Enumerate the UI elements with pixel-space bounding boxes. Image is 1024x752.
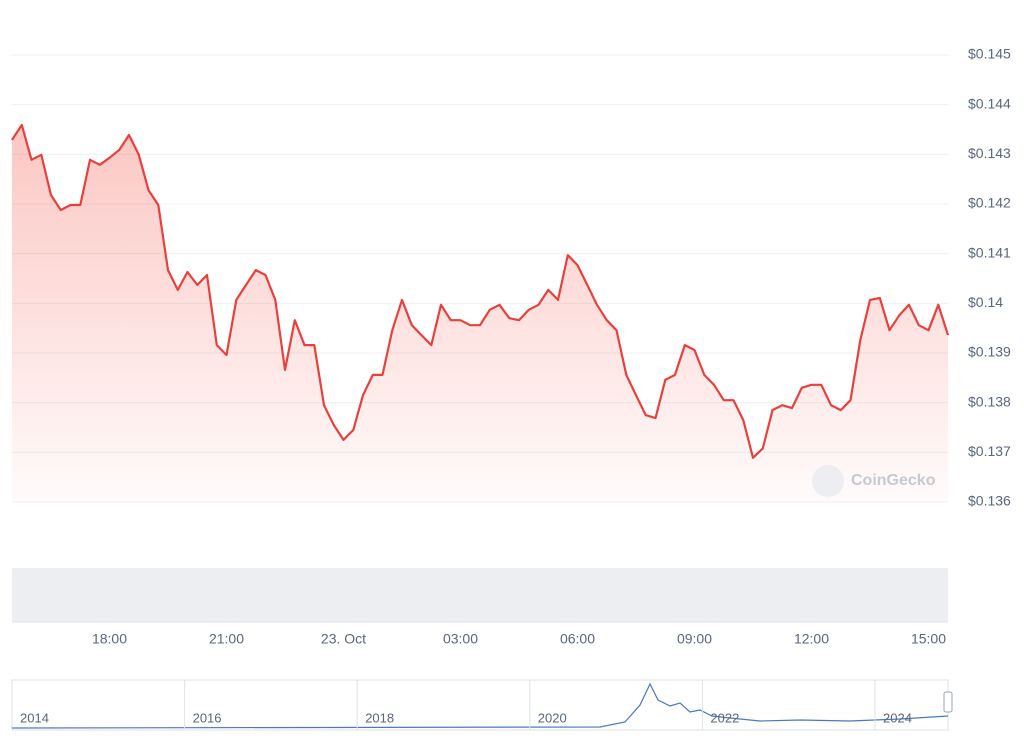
navigator-label: 2022: [710, 710, 739, 725]
x-tick-label: 15:00: [911, 631, 946, 647]
y-tick-label: $0.142: [968, 195, 1011, 211]
line: [11, 123, 950, 459]
y-tick-label: $0.138: [968, 393, 1011, 409]
y-tick-label: $0.145: [968, 46, 1011, 62]
navigator-handle[interactable]: [943, 691, 953, 713]
x-tick-label: 21:00: [209, 631, 244, 647]
x-tick-label: 23. Oct: [321, 631, 366, 647]
navigator-label: 2018: [365, 710, 394, 725]
x-tick-label: 06:00: [560, 631, 595, 647]
y-tick-label: $0.143: [968, 145, 1011, 161]
x-tick-label: 18:00: [92, 631, 127, 647]
y-tick-label: $0.136: [968, 493, 1011, 509]
x-tick-label: 09:00: [677, 631, 712, 647]
navigator-label: 2016: [193, 710, 222, 725]
area: [12, 125, 948, 502]
y-tick-label: $0.144: [968, 95, 1011, 111]
navigator-line: [11, 682, 949, 729]
x-tick-label: 03:00: [443, 631, 478, 647]
y-tick-label: $0.137: [968, 443, 1011, 459]
watermark: CoinGecko: [851, 472, 936, 489]
watermark-icon: [812, 465, 844, 497]
y-tick-label: $0.141: [968, 244, 1011, 260]
navigator-label: 2014: [20, 710, 49, 725]
navigator-label: 2020: [538, 710, 567, 725]
x-tick-label: 12:00: [794, 631, 829, 647]
y-tick-label: $0.139: [968, 344, 1011, 360]
navigator: [11, 679, 949, 731]
navigator-label: 2024: [883, 710, 912, 725]
y-tick-label: $0.14: [968, 294, 1003, 310]
volume-strip: [12, 568, 948, 622]
